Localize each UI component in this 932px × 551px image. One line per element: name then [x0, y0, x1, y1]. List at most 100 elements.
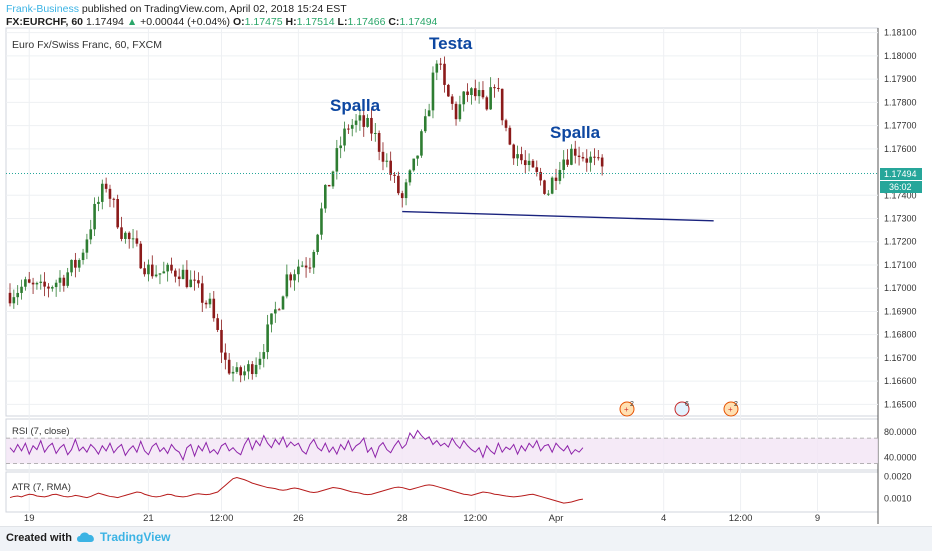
symbol-label[interactable]: FX:EURCHF, 60	[6, 16, 84, 28]
time-tick-label: 12:00	[463, 513, 487, 524]
candle-body	[366, 117, 369, 127]
candle-body	[593, 156, 596, 158]
candle-body	[447, 84, 450, 97]
price-tick-label: 1.17400	[884, 190, 917, 200]
candle-body	[381, 151, 385, 162]
candle-body	[316, 234, 319, 252]
candle-body	[523, 160, 527, 166]
candle-body	[289, 274, 292, 281]
candle-body	[408, 170, 412, 183]
price-axis: 1.18100 1.18000 1.17900 1.17800 1.17700 1.176…	[884, 28, 917, 504]
author-link[interactable]: Frank-Business	[6, 3, 79, 15]
candle-body	[412, 158, 416, 171]
candle-body	[16, 292, 19, 298]
rsi-band	[6, 438, 878, 464]
candle-body	[439, 63, 442, 65]
candle-body	[373, 132, 377, 134]
candle-body	[416, 155, 419, 159]
last-price-badge: 1.17494	[880, 168, 922, 180]
tradingview-logo[interactable]: TradingView	[76, 530, 170, 544]
candle-body	[81, 252, 85, 261]
candlestick-series	[8, 56, 604, 383]
candle-body	[566, 159, 569, 165]
tradingview-cloud-icon	[77, 532, 94, 542]
candle-body	[166, 264, 169, 272]
candle-body	[554, 177, 558, 181]
price-tick-label: 1.17000	[884, 283, 917, 293]
candle-body	[277, 309, 281, 311]
candle-body	[100, 183, 104, 202]
candle-body	[300, 265, 304, 267]
price-tick-label: 1.18100	[884, 28, 917, 38]
candle-body	[20, 286, 23, 293]
atr-tick-label: 0.0010	[884, 494, 912, 504]
rsi-title: RSI (7, close)	[12, 426, 70, 437]
candle-body	[43, 281, 46, 287]
price-tick-label: 1.17200	[884, 237, 917, 247]
candle-body	[547, 193, 550, 195]
time-tick-label: 9	[815, 513, 820, 524]
candle-body	[124, 232, 127, 239]
rsi-tick-label: 40.0000	[884, 452, 917, 462]
price-tick-label: 1.17300	[884, 214, 917, 224]
annotation-head: Testa	[429, 34, 473, 53]
symbol-line: FX:EURCHF, 60 1.17494 ▲ +0.00044 (+0.04%…	[6, 16, 437, 28]
candle-body	[74, 259, 77, 268]
candle-body	[254, 364, 258, 375]
rsi-series	[6, 429, 878, 465]
event-flag-eu-icon[interactable]: 6	[674, 401, 690, 417]
candle-body	[423, 116, 427, 132]
candle-body	[235, 367, 239, 372]
price-tick-label: 1.16500	[884, 399, 917, 409]
candle-body	[500, 88, 504, 121]
atr-line	[9, 477, 584, 504]
svg-text:+: +	[624, 405, 629, 414]
candle-body	[54, 282, 58, 288]
time-tick-label: 28	[397, 513, 408, 524]
candle-body	[197, 280, 200, 284]
candle-body	[347, 128, 350, 130]
candle-body	[481, 90, 485, 98]
price-tick-label: 1.16600	[884, 376, 917, 386]
candle-body	[212, 298, 216, 319]
candle-body	[8, 292, 12, 304]
candle-body	[293, 274, 296, 281]
price-tick-label: 1.17600	[884, 144, 917, 154]
event-flag-ch-icon-2[interactable]: + 2	[723, 401, 739, 417]
candle-body	[27, 279, 31, 283]
candle-body	[77, 260, 81, 268]
candle-body	[520, 154, 523, 161]
candle-body	[139, 243, 143, 269]
time-tick-label: 4	[661, 513, 666, 524]
candle-body	[458, 104, 462, 120]
candle-body	[258, 358, 262, 365]
candle-body	[177, 276, 181, 279]
annotation-left-shoulder: Spalla	[330, 96, 381, 115]
candle-body	[550, 177, 554, 194]
candle-body	[231, 371, 235, 374]
close-value: 1.17494	[399, 16, 438, 28]
chart-canvas: 1.18100 1.18000 1.17900 1.17800 1.17700 1.176…	[5, 27, 922, 524]
candle-body	[473, 88, 477, 97]
created-with-label: Created with	[6, 532, 73, 544]
candle-body	[131, 238, 135, 240]
event-flags[interactable]: + 2 6 + 2	[619, 401, 739, 417]
candle-body	[320, 208, 323, 235]
candle-body	[208, 298, 212, 305]
price-tick-label: 1.17800	[884, 97, 917, 107]
candle-body	[247, 364, 250, 372]
candle-body	[362, 115, 366, 127]
candle-body	[427, 110, 431, 117]
svg-text:2: 2	[630, 401, 634, 408]
rsi-line	[9, 429, 584, 462]
candle-body	[239, 367, 243, 376]
candle-body	[397, 175, 400, 194]
neckline-trendline[interactable]	[402, 210, 714, 222]
candle-body	[335, 148, 339, 172]
candle-body	[297, 266, 300, 275]
candle-body	[200, 283, 204, 303]
candle-body	[497, 87, 500, 89]
event-flag-ch-icon[interactable]: + 2	[619, 401, 635, 417]
price-tick-label: 1.17100	[884, 260, 917, 270]
candle-body	[466, 91, 469, 96]
